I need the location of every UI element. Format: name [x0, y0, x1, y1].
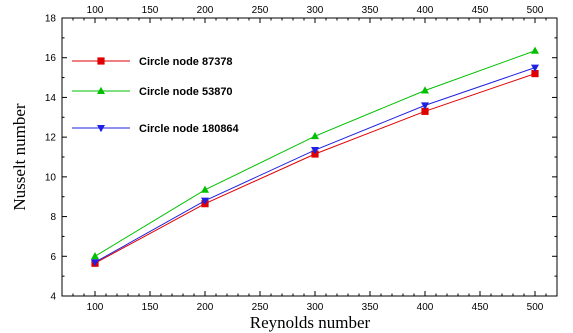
x-tick-label: 250 — [252, 302, 269, 313]
x-top-tick-label: 450 — [472, 5, 489, 16]
x-tick-label: 150 — [142, 302, 159, 313]
data-point — [311, 131, 319, 140]
x-top-tick-label: 250 — [252, 5, 269, 16]
y-tick-label: 16 — [45, 53, 57, 64]
x-tick-label: 350 — [362, 302, 379, 313]
y-tick-label: 10 — [45, 172, 57, 183]
x-top-tick-label: 100 — [87, 5, 104, 16]
legend-entry: Circle node 180864 — [72, 123, 240, 135]
data-point — [91, 252, 99, 260]
data-point — [421, 102, 429, 110]
y-tick-label: 6 — [50, 252, 56, 263]
legend-marker — [97, 57, 105, 65]
series-0 — [91, 70, 539, 267]
x-top-tick-label: 350 — [362, 5, 379, 16]
series-line — [94, 73, 536, 264]
data-point — [201, 185, 209, 193]
x-tick-label: 100 — [87, 302, 104, 313]
x-axis-title: Reynolds number — [250, 313, 371, 332]
data-point — [421, 107, 429, 115]
legend-label: Circle node 180864 — [139, 123, 240, 135]
data-point — [201, 197, 209, 205]
x-tick-label: 450 — [472, 302, 489, 313]
legend-marker — [97, 86, 105, 94]
y-tick-label: 18 — [45, 14, 57, 25]
data-point — [311, 147, 319, 155]
x-top-tick-label: 300 — [307, 5, 324, 16]
data-point — [531, 46, 539, 54]
data-point — [91, 259, 99, 267]
legend-entry: Circle node 87378 — [72, 56, 233, 68]
y-tick-label: 8 — [50, 212, 56, 223]
y-axis-title: Nusselt number — [10, 103, 29, 211]
x-top-tick-label: 200 — [197, 5, 214, 16]
x-tick-label: 500 — [527, 302, 544, 313]
x-top-tick-label: 500 — [527, 5, 544, 16]
legend-entry: Circle node 53870 — [72, 86, 233, 98]
series-1 — [91, 46, 539, 260]
legend-label: Circle node 87378 — [139, 56, 233, 68]
y-tick-label: 14 — [45, 93, 57, 104]
data-point — [421, 86, 429, 94]
x-top-tick-label: 150 — [142, 5, 159, 16]
x-tick-label: 400 — [417, 302, 434, 313]
data-point — [531, 64, 539, 72]
x-tick-label: 200 — [197, 302, 214, 313]
y-tick-label: 12 — [45, 133, 57, 144]
x-top-tick-label: 400 — [417, 5, 434, 16]
x-tick-label: 300 — [307, 302, 324, 313]
data-point — [531, 70, 539, 78]
series-2 — [91, 64, 539, 267]
y-tick-label: 4 — [50, 292, 56, 303]
legend-marker — [97, 125, 105, 133]
legend-label: Circle node 53870 — [139, 86, 233, 98]
